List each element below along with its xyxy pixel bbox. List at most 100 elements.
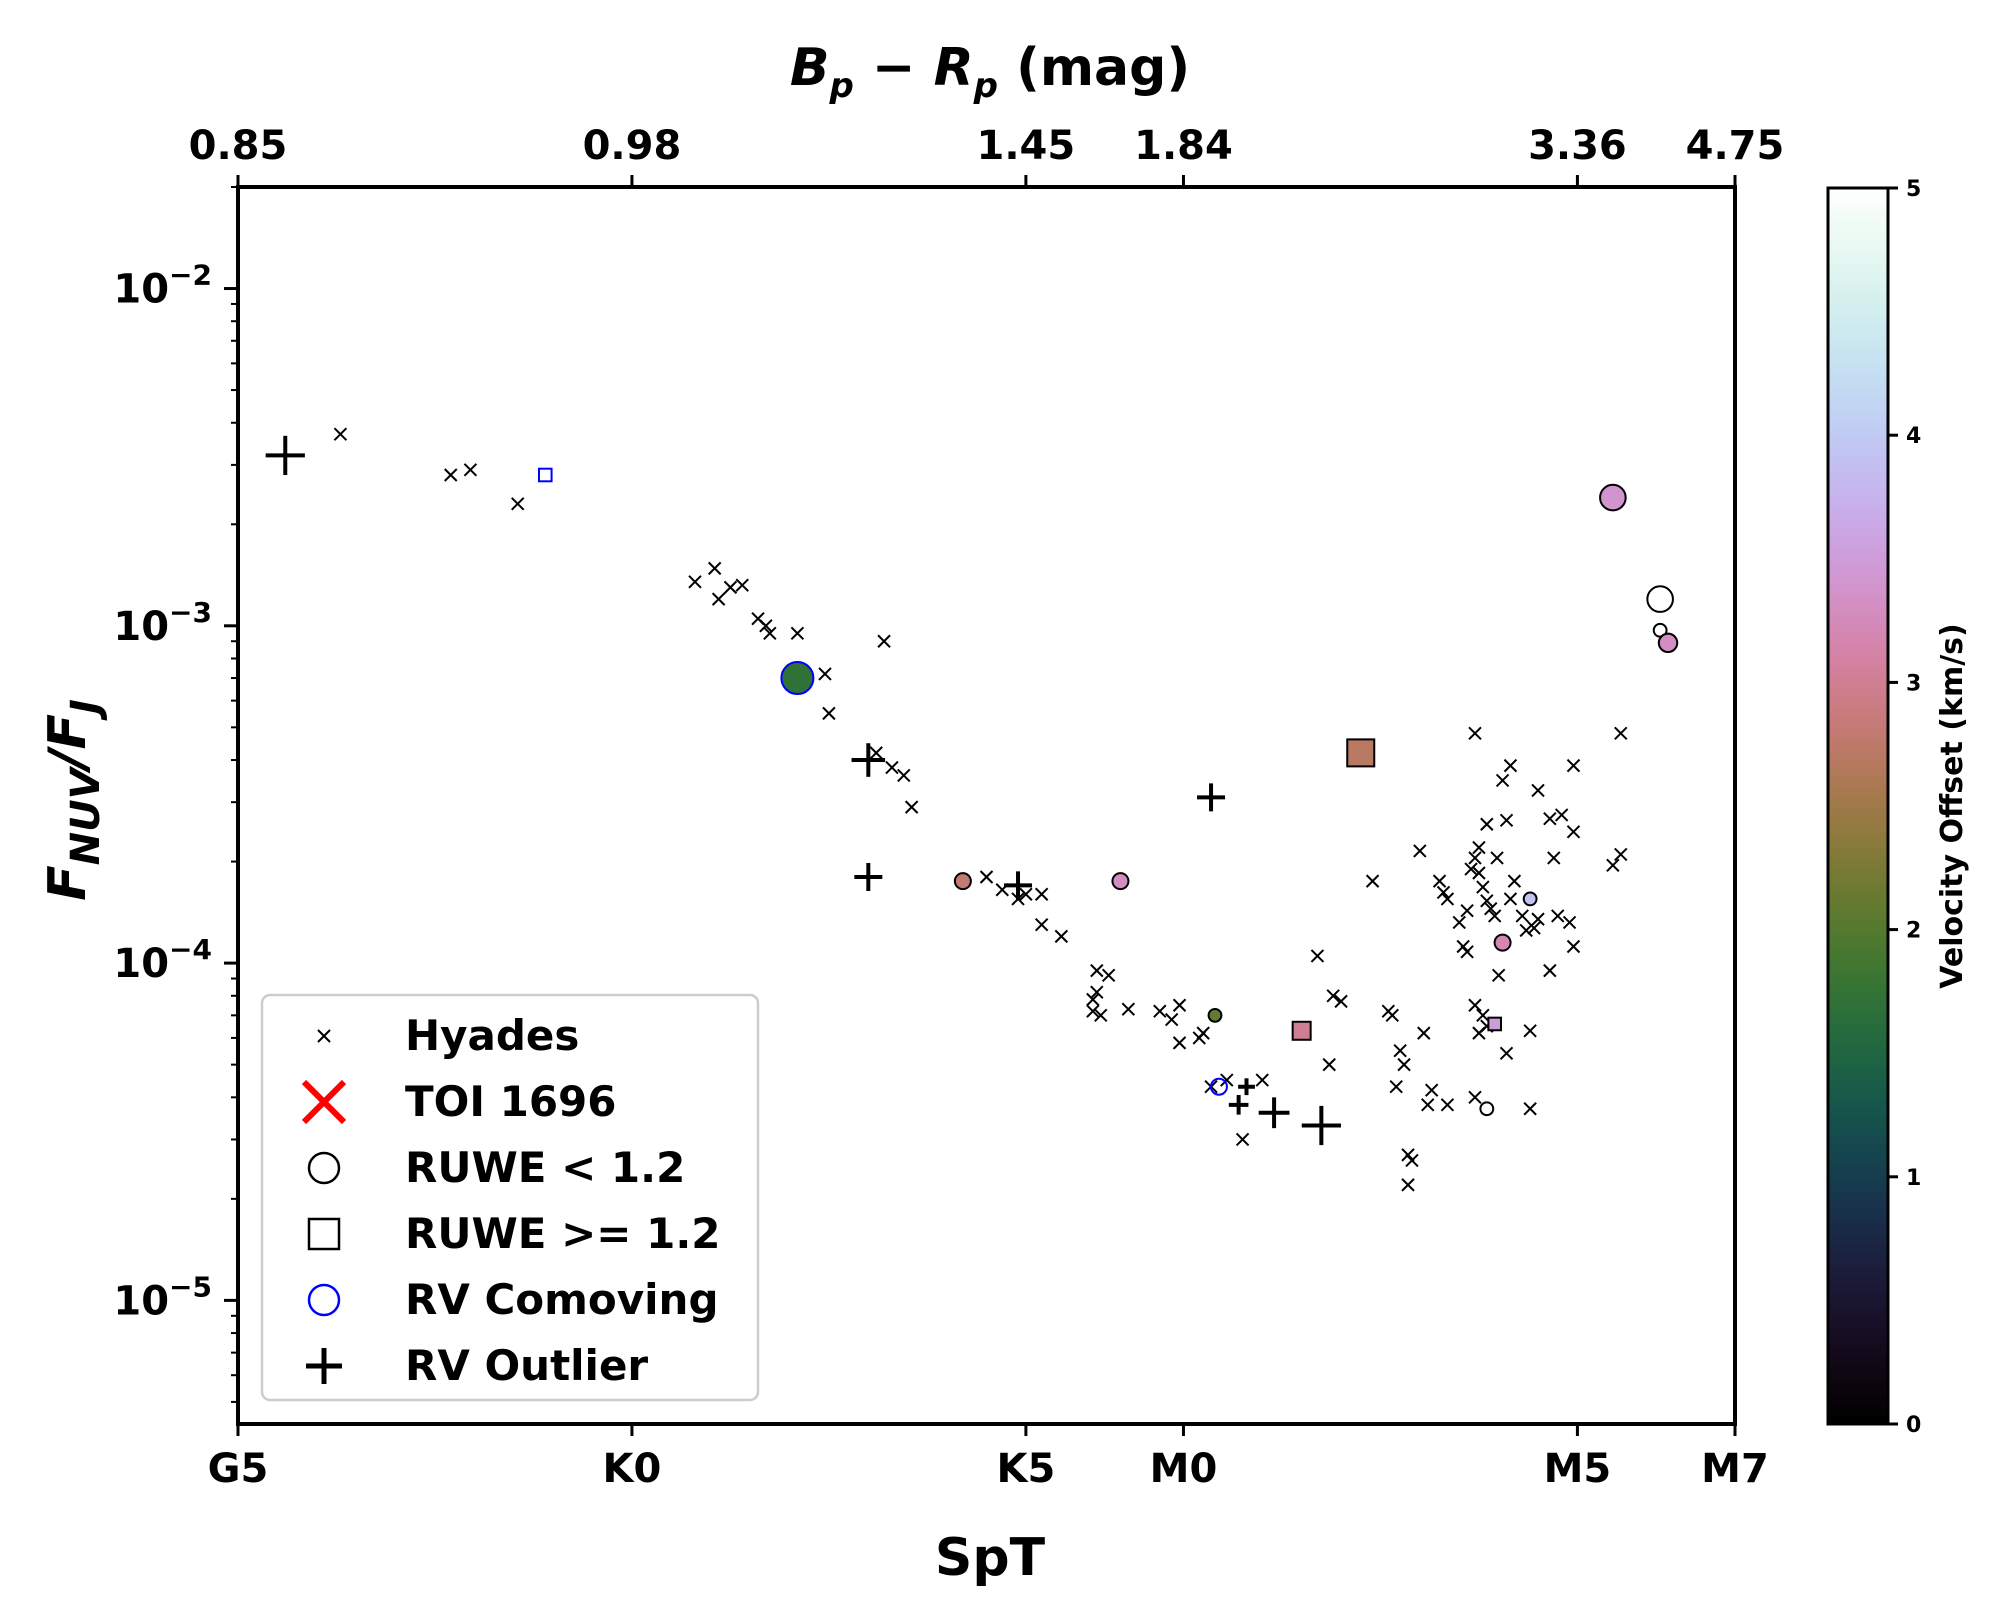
hyades-point: [1034, 917, 1049, 932]
legend-marker-square: [307, 1217, 341, 1251]
hyades-point-stroke-b: [1523, 1102, 1537, 1116]
hyades-point-stroke-b: [723, 580, 738, 595]
hyades-point: [790, 626, 805, 641]
legend-marker-toi-stroke-b: [301, 1079, 347, 1125]
hyades-point-stroke-b: [1527, 921, 1541, 935]
hyades-point-stroke-b: [1484, 901, 1498, 916]
hyades-point: [1310, 949, 1325, 963]
hyades-point-stroke-b: [1054, 929, 1069, 944]
hyades-point-stroke-b: [1086, 992, 1100, 1007]
hyades-point: [1401, 1148, 1415, 1162]
hyades-point: [1440, 1098, 1455, 1112]
hyades-point-stroke-b: [1440, 892, 1455, 906]
hyades-point-stroke-b: [1487, 909, 1502, 923]
x-tick-label: M0: [1150, 1446, 1218, 1492]
hyades-point-stroke-b: [904, 800, 919, 814]
hyades-point-stroke-b: [688, 575, 702, 589]
hyades-point: [1562, 915, 1577, 930]
y-tick-label: 10−5: [113, 1270, 212, 1324]
legend-label-ruwe-high: RUWE >= 1.2: [405, 1209, 721, 1258]
rv-outlier-point: [851, 743, 886, 777]
hyades-point-stroke-b: [1614, 847, 1628, 862]
hyades-point: [1476, 880, 1490, 894]
hyades-point-stroke-b: [1196, 1026, 1210, 1040]
hyades-point: [1543, 811, 1557, 826]
hyades-point-stroke-b: [1220, 1073, 1234, 1087]
hyades-point-stroke-b: [759, 619, 773, 633]
hyades-point-stroke-b: [1562, 915, 1577, 930]
hyades-point: [1034, 887, 1049, 901]
hyades-point: [1101, 968, 1116, 983]
hyades-point: [1452, 915, 1466, 930]
hyades-point: [1153, 1004, 1167, 1018]
legend-label-hyades: Hyades: [405, 1011, 579, 1060]
ruwe-low-point: [1479, 1101, 1495, 1117]
hyades-point-stroke-b: [1090, 985, 1104, 999]
hyades-point: [707, 561, 722, 576]
hyades-point-stroke-b: [1547, 851, 1561, 865]
hyades-point: [1460, 945, 1474, 959]
hyades-point: [1499, 1046, 1514, 1061]
hyades-point: [723, 580, 738, 595]
hyades-point-stroke-b: [1606, 858, 1620, 872]
hyades-point-stroke-b: [1436, 885, 1451, 900]
hyades-point-stroke-b: [1495, 773, 1510, 788]
hyades-point-stroke-b: [1531, 783, 1545, 798]
hyades-point-stroke-b: [735, 578, 749, 592]
hyades-point: [1393, 1043, 1407, 1058]
hyades-point-stroke-b: [333, 427, 348, 441]
hyades-point: [1196, 1026, 1210, 1040]
top-tick-label: 4.75: [1686, 123, 1785, 169]
hyades-point: [333, 427, 348, 441]
hyades-point-stroke-b: [751, 611, 765, 626]
hyades-point: [1255, 1073, 1269, 1087]
legend-marker-hyades-stroke-b: [317, 1029, 331, 1043]
hyades-point: [1507, 874, 1522, 888]
hyades-point-stroke-b: [1326, 989, 1340, 1003]
ruwe-low-point: [780, 661, 815, 696]
hyades-point: [1519, 923, 1533, 938]
hyades-point-stroke-b: [1464, 862, 1478, 876]
ruwe-high-point: [1291, 1020, 1312, 1041]
hyades-point-stroke-b: [869, 746, 883, 760]
hyades-point: [1472, 840, 1486, 855]
data-markers: [265, 427, 1679, 1192]
legend-label-rv-outlier: RV Outlier: [405, 1341, 648, 1390]
hyades-point: [1405, 1153, 1419, 1168]
hyades-point-stroke-b: [1385, 1008, 1399, 1023]
x-tick-label: K0: [603, 1446, 662, 1492]
hyades-point-stroke-b: [1566, 825, 1581, 839]
ruwe-low-point: [1522, 891, 1538, 907]
hyades-point: [1480, 894, 1494, 908]
legend-label-toi: TOI 1696: [405, 1077, 617, 1126]
hyades-point-stroke-b: [1365, 874, 1380, 888]
hyades-point: [1424, 1083, 1439, 1097]
legend-label-ruwe-low: RUWE < 1.2: [405, 1143, 685, 1192]
legend-markers: [301, 1029, 347, 1384]
colorbar-tick-label: 4: [1906, 424, 1921, 449]
hyades-point-stroke-b: [1090, 963, 1104, 978]
y-tick-label: 10−3: [113, 596, 212, 650]
hyades-point-stroke-b: [1401, 1148, 1415, 1162]
hyades-point-stroke-b: [1507, 874, 1522, 888]
hyades-point-stroke-b: [1531, 912, 1545, 926]
ruwe-low-point: [1209, 1077, 1228, 1096]
hyades-point: [759, 619, 773, 633]
hyades-point-stroke-b: [1480, 817, 1494, 831]
hyades-point: [1365, 874, 1380, 888]
hyades-point: [869, 746, 883, 760]
legend-marker-circle: [307, 1283, 341, 1317]
hyades-point-stroke-b: [1334, 994, 1348, 1009]
legend-box: [260, 993, 760, 1402]
hyades-point-stroke-b: [1468, 998, 1482, 1012]
hyades-point-stroke-b: [1255, 1073, 1269, 1087]
ruwe-high-point: [1487, 1016, 1502, 1032]
hyades-point: [1468, 726, 1482, 741]
hyades-point-stroke-b: [1566, 939, 1581, 954]
hyades-point: [763, 626, 777, 641]
hyades-point: [1527, 921, 1541, 935]
hyades-point-stroke-b: [1034, 917, 1049, 932]
y-tick-label: 10−4: [113, 933, 212, 987]
ruwe-high-point: [537, 467, 553, 483]
